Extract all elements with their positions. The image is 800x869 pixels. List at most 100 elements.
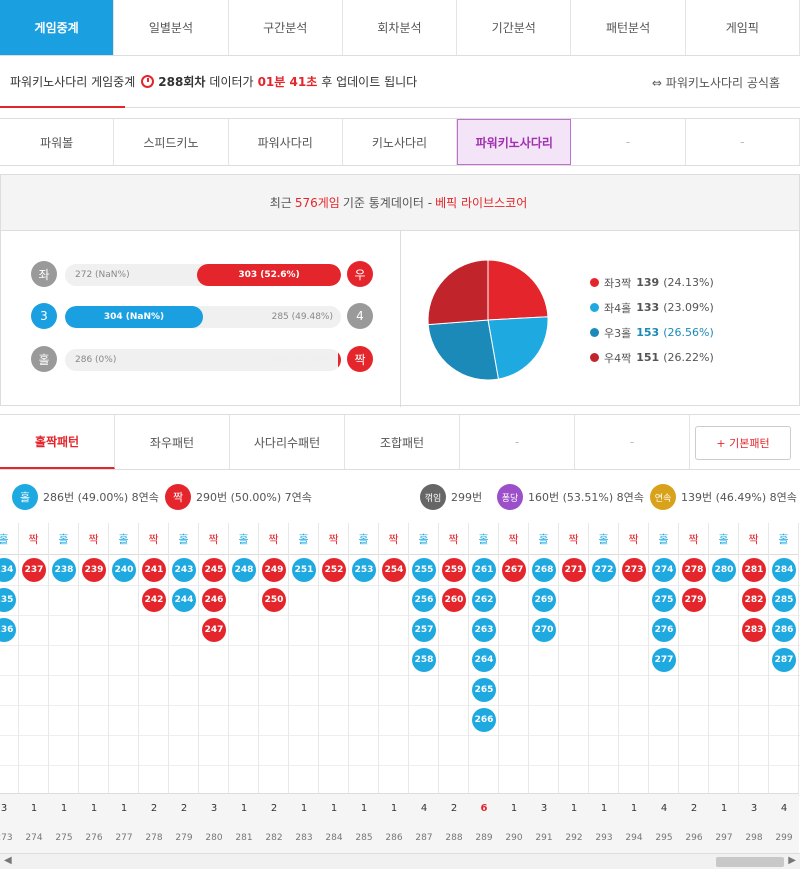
pattern-ball: 248: [232, 558, 256, 582]
column-type: 짝: [19, 523, 48, 555]
pattern-summary: 홀 286번 (49.00%) 8연속 짝 290번 (50.00%) 7연속 …: [0, 470, 800, 522]
column-type: 짝: [259, 523, 288, 555]
stat-left-text: 286 (0%): [75, 355, 117, 365]
pattern-ball: 238: [52, 558, 76, 582]
pattern-tabs: 홀짝패턴 좌우패턴 사다리수패턴 조합패턴 - - + 기본패턴: [0, 414, 800, 470]
game-tab-1[interactable]: 스피드키노: [114, 119, 229, 165]
tab-4[interactable]: 기간분석: [457, 0, 572, 55]
odd-badge: 홀: [12, 484, 38, 510]
right-badge: 짝: [347, 346, 373, 372]
legend-pct: (26.56%): [663, 326, 714, 339]
column-round: 295: [649, 823, 679, 853]
pattern-tab-0[interactable]: 홀짝패턴: [0, 415, 115, 469]
tab-6[interactable]: 게임픽: [686, 0, 800, 55]
tab-3[interactable]: 회차분석: [343, 0, 458, 55]
pattern-ball: 239: [82, 558, 106, 582]
column-count: 2: [679, 793, 709, 823]
pattern-ball: 283: [742, 618, 766, 642]
pattern-ball: 241: [142, 558, 166, 582]
game-tab-2[interactable]: 파워사다리: [229, 119, 343, 165]
left-badge: 3: [31, 303, 57, 329]
pattern-tab-3[interactable]: 조합패턴: [345, 415, 460, 469]
legend-item: 우3홀 153 (26.56%): [590, 320, 714, 345]
column-count: 2: [259, 793, 289, 823]
game-tab-5[interactable]: -: [571, 119, 686, 165]
game-tab-6[interactable]: -: [686, 119, 800, 165]
legend-label: 좌3짝: [604, 276, 632, 290]
pattern-column: 짝 259 260 2 288: [439, 523, 469, 853]
break-summary: 꺾임 299번: [420, 484, 482, 510]
tab-2[interactable]: 구간분석: [229, 0, 343, 55]
pong-summary-text: 160번 (53.51%) 8연속: [528, 491, 644, 504]
official-home-label: 파워키노사다리 공식홈: [665, 76, 780, 90]
scroll-left-icon[interactable]: ◀: [4, 855, 12, 866]
legend-label: 좌4홀: [604, 301, 632, 315]
pie-slice-0: [487, 259, 549, 321]
column-round: 296: [679, 823, 709, 853]
column-type: 홀: [709, 523, 738, 555]
pattern-column: 홀 238 1 275: [49, 523, 79, 853]
tab-0[interactable]: 게임중계: [0, 0, 115, 55]
pattern-column: 홀 272 1 293: [589, 523, 619, 853]
pattern-ball: 250: [262, 588, 286, 612]
stat-track: 303 (52.6%) 272 (NaN%): [65, 264, 341, 286]
game-tab-3[interactable]: 키노사다리: [343, 119, 458, 165]
column-type: 홀: [0, 523, 18, 555]
column-count: 4: [769, 793, 799, 823]
pattern-column: 짝 278 279 2 296: [679, 523, 709, 853]
pattern-ball: 287: [772, 648, 796, 672]
column-round: 299: [769, 823, 799, 853]
legend-pct: (23.09%): [663, 301, 714, 314]
pattern-ball: 245: [202, 558, 226, 582]
stats-header-pre: 최근: [269, 196, 292, 210]
column-round: 294: [619, 823, 649, 853]
scroll-thumb[interactable]: [716, 857, 784, 867]
column-round: 283: [289, 823, 319, 853]
pattern-ball: 258: [412, 648, 436, 672]
pattern-ball: 262: [472, 588, 496, 612]
column-round: 279: [169, 823, 199, 853]
basic-pattern-button[interactable]: + 기본패턴: [695, 426, 791, 460]
streak-summary-text: 139번 (46.49%) 8연속: [681, 491, 797, 504]
stat-right-text: 290 (50.35%): [271, 355, 333, 365]
pattern-ball: 254: [382, 558, 406, 582]
break-summary-text: 299번: [451, 491, 483, 504]
pattern-column: 짝 281 282 283 3 298: [739, 523, 769, 853]
column-round: 298: [739, 823, 769, 853]
pattern-column: 홀 280 1 297: [709, 523, 739, 853]
pattern-ball: 249: [262, 558, 286, 582]
column-round: 280: [199, 823, 229, 853]
column-round: 275: [49, 823, 79, 853]
pattern-column: 홀 274 275 276 277 4 295: [649, 523, 679, 853]
column-type: 짝: [379, 523, 408, 555]
column-round: 288: [439, 823, 469, 853]
stat-fill: 304 (NaN%): [65, 306, 203, 328]
legend-label: 우4짝: [604, 351, 632, 365]
horizontal-scrollbar[interactable]: ◀ ▶: [0, 853, 800, 869]
stat-fill: [338, 349, 341, 371]
column-round: 276: [79, 823, 109, 853]
grid-row-line: [0, 705, 800, 706]
pattern-tab-5[interactable]: -: [575, 415, 690, 469]
scroll-right-icon[interactable]: ▶: [788, 855, 796, 866]
pattern-tab-4[interactable]: -: [460, 415, 575, 469]
tab-5[interactable]: 패턴분석: [571, 0, 686, 55]
pattern-tab-1[interactable]: 좌우패턴: [115, 415, 230, 469]
pattern-ball: 277: [652, 648, 676, 672]
pattern-ball: 246: [202, 588, 226, 612]
column-round: 293: [589, 823, 619, 853]
pie-slice-1: [487, 316, 549, 380]
stat-fill: 303 (52.6%): [197, 264, 341, 286]
pattern-column: 홀 240 1 277: [109, 523, 139, 853]
column-type: 짝: [739, 523, 768, 555]
pattern-ball: 279: [682, 588, 706, 612]
column-count: 1: [79, 793, 109, 823]
tab-1[interactable]: 일별분석: [114, 0, 229, 55]
column-count: 4: [649, 793, 679, 823]
game-tab-4[interactable]: 파워키노사다리: [457, 119, 572, 165]
game-tab-0[interactable]: 파워볼: [0, 119, 115, 165]
official-home-link[interactable]: ⇔ 파워키노사다리 공식홈: [651, 76, 780, 90]
pattern-column: 홀 243 244 2 279: [169, 523, 199, 853]
pattern-tab-2[interactable]: 사다리수패턴: [230, 415, 345, 469]
pattern-column: 짝 249 250 2 282: [259, 523, 289, 853]
